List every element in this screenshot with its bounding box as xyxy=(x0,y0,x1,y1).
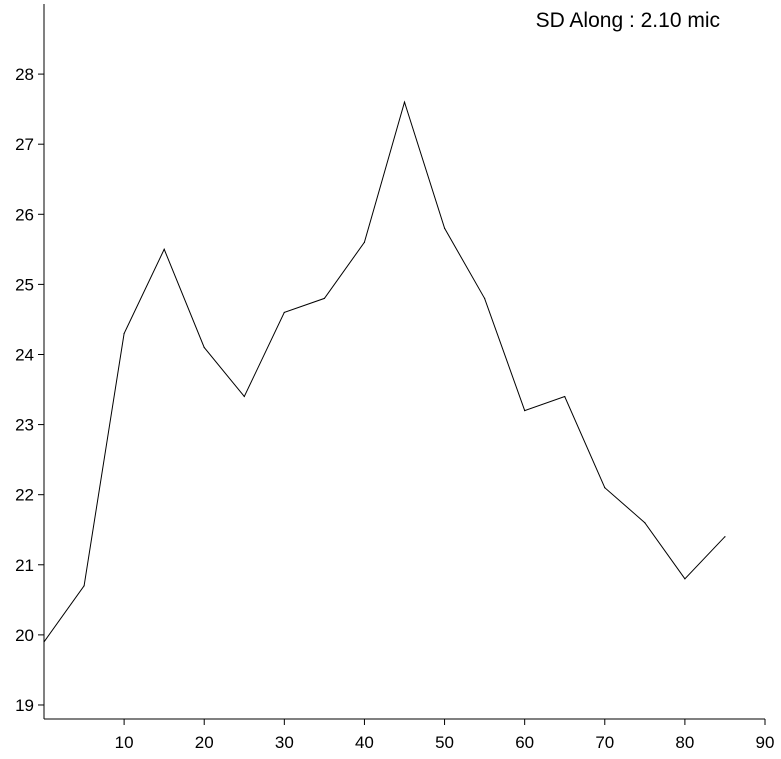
data-point xyxy=(163,248,165,250)
data-point xyxy=(724,536,726,538)
data-point xyxy=(524,409,526,412)
y-tick-label: 27 xyxy=(15,135,34,154)
data-point xyxy=(243,395,245,398)
axes xyxy=(43,4,765,720)
data-point xyxy=(684,578,686,580)
data-point xyxy=(484,297,486,300)
y-tick-label: 21 xyxy=(15,556,34,575)
data-point xyxy=(83,585,85,587)
data-point xyxy=(644,522,646,524)
data-point xyxy=(283,311,285,314)
y-axis-ticks: 19 20 21 22 23 24 25 26 27 28 xyxy=(15,65,44,715)
y-tick-label: 23 xyxy=(15,416,34,435)
y-tick-label: 22 xyxy=(15,486,34,505)
x-tick-label: 10 xyxy=(115,733,134,752)
data-point xyxy=(604,487,606,489)
data-point xyxy=(203,346,205,349)
x-tick-label: 70 xyxy=(595,733,614,752)
x-tick-label: 40 xyxy=(355,733,374,752)
y-tick-label: 19 xyxy=(15,696,34,715)
series-group xyxy=(43,100,726,643)
x-tick-label: 50 xyxy=(435,733,454,752)
data-point xyxy=(363,241,366,243)
x-tick-label: 20 xyxy=(195,733,214,752)
data-point xyxy=(123,332,125,335)
series-line xyxy=(43,100,726,643)
sd-along-annotation: SD Along : 2.10 mic xyxy=(536,9,720,32)
data-point xyxy=(403,101,406,103)
x-axis-ticks: 10 20 30 40 50 60 70 80 90 xyxy=(115,719,775,752)
y-tick-label: 25 xyxy=(15,275,34,294)
x-tick-label: 80 xyxy=(675,733,694,752)
y-tick-label: 24 xyxy=(15,345,34,364)
data-point xyxy=(564,395,566,398)
data-point xyxy=(323,297,325,300)
data-point xyxy=(43,641,45,643)
x-tick-label: 90 xyxy=(756,733,775,752)
data-point xyxy=(443,227,446,229)
y-tick-label: 20 xyxy=(15,626,34,645)
y-tick-label: 26 xyxy=(15,205,34,224)
y-tick-label: 28 xyxy=(15,65,34,84)
x-tick-label: 30 xyxy=(275,733,294,752)
x-tick-label: 60 xyxy=(515,733,534,752)
